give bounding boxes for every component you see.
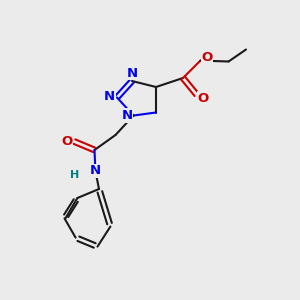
Text: N: N [104, 90, 115, 104]
Text: O: O [61, 135, 72, 148]
Text: N: N [90, 164, 101, 178]
Text: N: N [126, 67, 138, 80]
Text: O: O [201, 51, 213, 64]
Text: O: O [197, 92, 209, 105]
Text: H: H [70, 169, 79, 180]
Text: N: N [121, 109, 133, 122]
